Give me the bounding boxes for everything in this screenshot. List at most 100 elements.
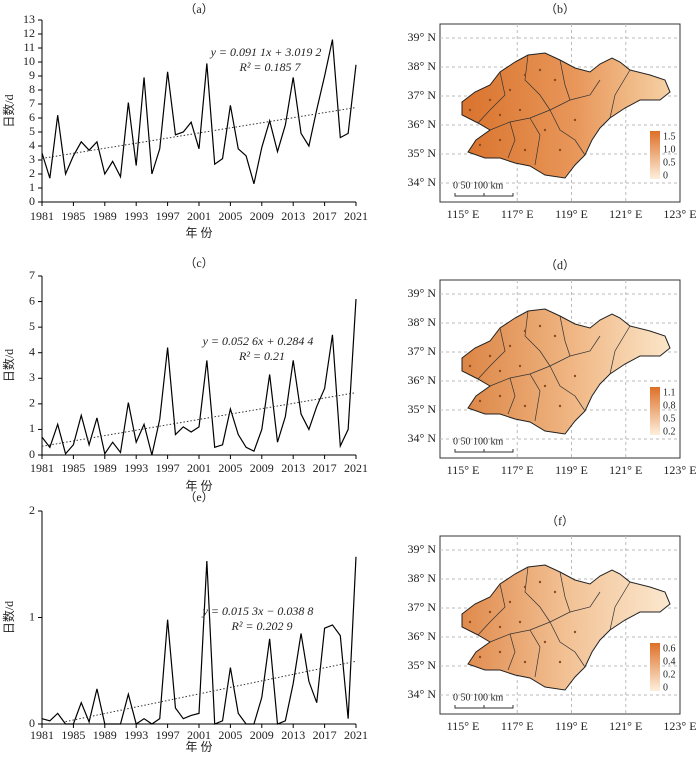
legend-label: 0.2	[663, 669, 676, 680]
station-dot	[498, 113, 502, 117]
x-tick-label: 1981	[30, 461, 54, 475]
y-tick-label: 6	[29, 293, 35, 307]
station-dot	[543, 640, 547, 644]
x-tick-label: 2001	[187, 461, 211, 475]
legend-bar	[650, 387, 660, 435]
x-tick-label: 1981	[30, 728, 54, 742]
x-tick-label: 2017	[313, 728, 337, 742]
station-dot	[558, 404, 562, 408]
lon-label: 117° E	[501, 719, 534, 733]
station-dot	[468, 364, 472, 368]
lon-label: 117° E	[501, 207, 534, 221]
y-tick-label: 13	[23, 12, 35, 26]
annotation: y = 0.052 6x + 0.284 4	[202, 334, 314, 348]
map-title: （f）	[546, 514, 574, 528]
scale-bar	[454, 193, 514, 197]
y-tick-label: 0	[29, 716, 35, 730]
x-tick-label: 1993	[124, 728, 148, 742]
province-shape	[461, 564, 671, 691]
station-dot	[468, 108, 472, 112]
lat-label: 35° N	[408, 146, 437, 160]
y-tick-label: 3	[29, 152, 35, 166]
annotation: R² = 0.21	[238, 349, 285, 363]
data-line	[41, 556, 357, 725]
station-dot	[523, 404, 527, 408]
y-tick-label: 2	[29, 396, 35, 410]
legend-bar	[650, 643, 660, 691]
scale-label: 0 50 100 km	[453, 436, 504, 447]
lon-label: 123° E	[663, 719, 696, 733]
y-tick-label: 1	[29, 180, 35, 194]
y-tick-label: 5	[29, 319, 35, 333]
station-dot	[543, 384, 547, 388]
y-tick-label: 7	[29, 268, 35, 282]
map-panel: （d） 39° N 38° N 37° N 36° N 35° N 34° N 115° E 1…	[408, 258, 697, 477]
x-axis-label: 年 份	[185, 740, 212, 752]
y-tick-label: 0	[29, 194, 35, 208]
legend-bar	[650, 131, 660, 179]
lon-label: 119° E	[555, 719, 588, 733]
station-dot	[523, 585, 527, 589]
station-dot	[553, 334, 557, 338]
station-dot	[523, 329, 527, 333]
station-dot	[538, 580, 542, 584]
y-tick-label: 3	[29, 370, 35, 384]
y-tick-label: 2	[29, 503, 35, 517]
y-tick-label: 5	[29, 124, 35, 138]
province-shape	[461, 308, 671, 435]
legend-label: 0.5	[663, 413, 676, 424]
station-dot	[498, 369, 502, 373]
x-tick-label: 1985	[61, 728, 85, 742]
lon-label: 121° E	[609, 207, 642, 221]
x-tick-label: 1989	[93, 728, 117, 742]
y-tick-label: 11	[23, 40, 35, 54]
lat-label: 34° N	[408, 175, 437, 189]
x-tick-label: 2005	[218, 728, 242, 742]
legend-label: 0	[663, 682, 668, 693]
x-tick-label: 1997	[156, 728, 180, 742]
station-dot	[553, 78, 557, 82]
x-tick-label: 2017	[313, 461, 337, 475]
lon-label: 119° E	[555, 463, 588, 477]
legend-label: 1.1	[663, 387, 676, 398]
station-dot	[538, 324, 542, 328]
station-dot	[523, 73, 527, 77]
y-tick-label: 4	[29, 138, 35, 152]
station-dot	[498, 394, 502, 398]
station-dot	[573, 118, 577, 122]
station-dot	[478, 655, 482, 659]
lon-label: 121° E	[609, 719, 642, 733]
x-tick-label: 1989	[93, 209, 117, 223]
y-tick-label: 2	[29, 166, 35, 180]
x-tick-label: 1985	[61, 461, 85, 475]
y-axis-label: 日数/d	[1, 349, 16, 382]
station-dot	[478, 143, 482, 147]
chart-title: （e）	[184, 490, 213, 504]
chart-title: （a）	[184, 2, 213, 16]
station-dot	[558, 660, 562, 664]
map-panel: （b） 39° N 38° N 37° N 36° N 35° N 34° N 115° E 1…	[408, 2, 697, 221]
legend-label: 1.0	[663, 144, 676, 155]
station-dot	[538, 68, 542, 72]
x-tick-label: 1993	[124, 461, 148, 475]
x-tick-label: 1997	[156, 209, 180, 223]
station-dot	[468, 620, 472, 624]
station-dot	[558, 148, 562, 152]
lon-label: 123° E	[663, 207, 696, 221]
map-frame	[439, 23, 681, 203]
scale-label: 0 50 100 km	[453, 692, 504, 703]
trend-line	[41, 107, 357, 159]
lat-label: 37° N	[408, 600, 437, 614]
y-tick-label: 4	[29, 344, 35, 358]
map-panel: （f） 39° N 38° N 37° N 36° N 35° N 34° N 115° E 1…	[408, 514, 697, 733]
lon-label: 115° E	[447, 719, 480, 733]
x-tick-label: 1981	[30, 209, 54, 223]
lon-label: 119° E	[555, 207, 588, 221]
lat-label: 35° N	[408, 402, 437, 416]
station-dot	[553, 590, 557, 594]
annotation: R² = 0.202 9	[230, 619, 292, 633]
y-tick-label: 10	[23, 54, 35, 68]
x-tick-label: 2021	[344, 461, 368, 475]
x-tick-label: 2001	[187, 728, 211, 742]
lat-label: 36° N	[408, 629, 437, 643]
